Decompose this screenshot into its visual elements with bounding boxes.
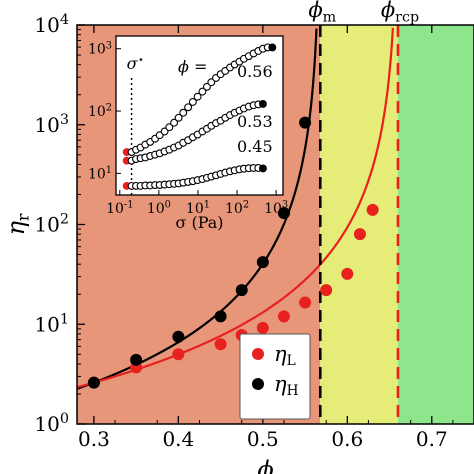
data-point-eta-l: [320, 284, 333, 297]
inset-point-phi-0.56: [174, 113, 183, 122]
inset-x-tick-label: 100: [147, 200, 171, 217]
data-point-eta-h: [172, 330, 185, 343]
data-point-eta-l: [277, 310, 290, 323]
inset-point-phi-0.56: [170, 118, 179, 127]
inset-series-label: 0.56: [237, 62, 273, 81]
data-point-eta-l: [214, 338, 227, 351]
y-tick-label: 100: [34, 411, 69, 436]
inset-x-axis-label: σ (Pa): [175, 213, 223, 232]
fit-line-0: [76, 28, 318, 390]
inset-y-tick-label: 101: [88, 165, 112, 182]
inset-point-phi-0.56: [198, 87, 207, 96]
data-point-eta-l: [366, 203, 379, 216]
data-point-eta-h: [277, 207, 290, 220]
legend-marker: [252, 348, 264, 360]
inset-point-phi-0.56: [193, 92, 202, 101]
inset-point-phi-0.56: [165, 123, 174, 132]
x-tick-label: 0.3: [78, 427, 110, 451]
legend-label: ηL: [274, 342, 296, 369]
phi-equals-label: ϕ =: [178, 57, 207, 76]
inset-y-tick-label: 102: [88, 103, 112, 120]
inset-plot: σ⋆ 0.56 0.53 0.45 ϕ = 10-1 100 101 102 103 101 102 1…: [88, 35, 288, 232]
data-point-eta-h: [256, 256, 269, 269]
inset-point-phi-0.56: [188, 97, 197, 106]
data-point-eta-h: [299, 116, 312, 129]
inset-point-phi-0.56: [160, 127, 169, 136]
inset-x-tick-label: 102: [225, 200, 249, 217]
inset-series-label: 0.45: [237, 137, 273, 156]
data-point-eta-h: [214, 310, 227, 323]
inset-x-tick-label: 103: [264, 200, 288, 217]
y-axis-label: ηr: [2, 213, 33, 235]
data-point-eta-h: [130, 353, 143, 366]
fit-line-1: [76, 27, 395, 389]
inset-point-phi-0.45: [258, 164, 267, 173]
inset-point-phi-0.56: [207, 78, 216, 87]
main-plot-points: [87, 116, 379, 389]
inset-frame: [115, 35, 284, 196]
inset-x-tick-label: 10-1: [106, 200, 133, 217]
data-point-eta-h: [235, 284, 248, 297]
main-plot-axes: 0.3 0.4 0.5 0.6 0.7 100 101 102 103 104 ϕ ηr: [2, 12, 474, 474]
sigma-star-label: σ⋆: [127, 53, 145, 73]
y-tick-label: 101: [34, 311, 69, 336]
x-tick-label: 0.4: [162, 427, 194, 451]
data-point-eta-l: [353, 228, 366, 241]
y-tick-label: 104: [34, 12, 69, 37]
main-plot-lines: [76, 25, 400, 424]
y-tick-label: 103: [34, 112, 69, 137]
legend: ηL ηH: [239, 333, 311, 420]
x-axis-label: ϕ: [257, 456, 273, 474]
x-tick-label: 0.6: [331, 427, 363, 451]
phase-region-1: [320, 25, 398, 424]
critical-label-0: ϕm: [308, 0, 336, 25]
inset-point-phi-0.56: [268, 43, 277, 52]
y-tick-label: 102: [34, 212, 69, 237]
data-point-eta-l: [299, 296, 312, 309]
critical-label-1: ϕrcp: [381, 0, 419, 25]
inset-point-phi-0.56: [179, 108, 188, 117]
phase-region-2: [397, 25, 474, 424]
inset-point-phi-0.56: [184, 103, 193, 112]
phase-annotations: ϕm ϕrcp: [308, 0, 419, 25]
data-point-eta-l: [256, 321, 269, 334]
data-point-eta-l: [172, 348, 185, 361]
inset-x-tick-label: 101: [186, 200, 210, 217]
x-tick-label: 0.7: [416, 427, 448, 451]
x-tick-label: 0.5: [247, 427, 279, 451]
inset-point-phi-0.53: [258, 100, 267, 108]
inset-y-tick-label: 103: [88, 40, 112, 57]
inset-series-label: 0.53: [237, 112, 273, 131]
legend-marker: [252, 378, 264, 390]
legend-label: ηH: [274, 372, 299, 399]
data-point-eta-l: [341, 267, 354, 280]
data-point-eta-h: [87, 376, 100, 389]
